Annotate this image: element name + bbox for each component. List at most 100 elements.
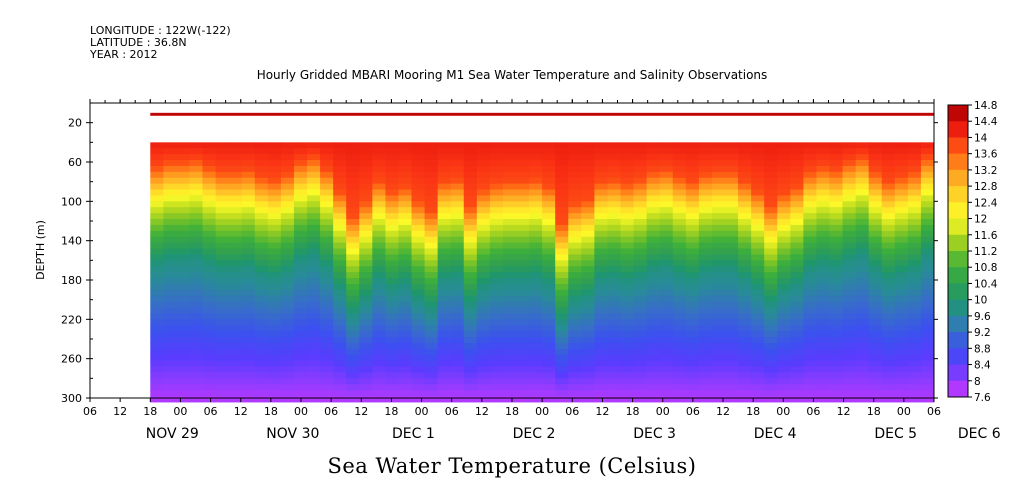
- heat-cell: [581, 154, 595, 161]
- heat-cell: [725, 165, 739, 173]
- heat-cell: [685, 278, 700, 285]
- heat-cell: [829, 219, 844, 226]
- heat-cell: [176, 195, 190, 202]
- heat-cell: [202, 278, 217, 285]
- heat-cell: [280, 183, 295, 191]
- heat-cell: [646, 165, 661, 173]
- heat-cell: [385, 242, 399, 250]
- heat-cell: [594, 195, 608, 202]
- heat-cell: [751, 348, 765, 356]
- heat-cell: [516, 283, 530, 291]
- heat-cell: [594, 189, 608, 196]
- heat-cell: [359, 337, 373, 344]
- heat-cell: [777, 248, 791, 255]
- heat-cell: [411, 189, 426, 196]
- heat-cell: [738, 301, 752, 309]
- heat-cell: [711, 390, 726, 397]
- heat-cell: [228, 283, 243, 291]
- x-tick-label: 00: [535, 405, 549, 418]
- heat-cell: [816, 283, 831, 291]
- heat-cell: [307, 171, 321, 179]
- heat-cell: [685, 289, 700, 297]
- heat-cell: [202, 360, 217, 368]
- heat-cell: [842, 384, 857, 391]
- heat-cell: [254, 348, 269, 356]
- heat-cell: [320, 295, 334, 303]
- heat-cell: [437, 183, 452, 191]
- heat-cell: [594, 260, 608, 267]
- heat-cell: [385, 165, 399, 173]
- heat-cell: [163, 230, 177, 238]
- heat-cell: [711, 254, 726, 261]
- heat-cell: [215, 177, 230, 185]
- heat-cell: [711, 189, 726, 196]
- heat-cell: [855, 337, 870, 344]
- heat-cell: [698, 372, 713, 379]
- heat-cell: [476, 337, 491, 344]
- heat-cell: [542, 289, 556, 297]
- heat-cell: [529, 171, 543, 179]
- heat-cell: [568, 254, 582, 261]
- heat-cell: [816, 295, 831, 303]
- heat-cell: [176, 301, 190, 309]
- heat-cell: [881, 242, 896, 250]
- heat-cell: [411, 195, 426, 202]
- heat-cell: [476, 201, 491, 208]
- heat-cell: [346, 254, 360, 261]
- heat-cell: [189, 230, 204, 238]
- heat-cell: [620, 372, 635, 379]
- heat-cell: [502, 183, 517, 191]
- heat-cell: [516, 301, 530, 309]
- heat-cell: [502, 266, 517, 273]
- y-tick-label: 60: [68, 156, 82, 169]
- heat-cell: [659, 348, 674, 356]
- heat-cell: [241, 372, 256, 379]
- heat-cell: [568, 213, 582, 220]
- heat-cell: [751, 337, 765, 344]
- heat-cell: [372, 348, 386, 356]
- heat-cell: [803, 195, 817, 202]
- heat-cell: [829, 354, 844, 362]
- heat-cell: [594, 283, 608, 291]
- heat-cell: [633, 242, 648, 250]
- heat-cell: [437, 189, 452, 196]
- heat-cell: [868, 396, 883, 403]
- heat-cell: [450, 183, 465, 191]
- heat-cell: [581, 372, 595, 379]
- heat-cell: [581, 160, 595, 167]
- heat-cell: [385, 348, 399, 356]
- heat-cell: [790, 366, 804, 373]
- heat-cell: [829, 266, 844, 273]
- heat-cell: [398, 295, 413, 303]
- heat-cell: [829, 272, 844, 279]
- heat-cell: [228, 154, 243, 161]
- heat-cell: [816, 219, 831, 226]
- heat-cell: [803, 272, 817, 279]
- heat-cell: [202, 313, 217, 320]
- heat-cell: [437, 254, 452, 261]
- heat-cell: [333, 307, 347, 314]
- heat-cell: [267, 189, 282, 196]
- heat-cell: [568, 195, 582, 202]
- heat-cell: [907, 372, 922, 379]
- heat-cell: [437, 154, 452, 161]
- heat-cell: [307, 254, 321, 261]
- heat-cell: [529, 372, 543, 379]
- heat-cell: [320, 301, 334, 309]
- heat-cell: [333, 266, 347, 273]
- heat-cell: [607, 254, 622, 261]
- heat-cell: [450, 266, 465, 273]
- heat-cell: [646, 325, 661, 332]
- heat-cell: [385, 390, 399, 397]
- heat-cell: [516, 266, 530, 273]
- heat-cell: [829, 236, 844, 244]
- heat-cell: [829, 348, 844, 356]
- heat-cell: [725, 384, 739, 391]
- heat-cell: [241, 295, 256, 303]
- heat-cell: [529, 360, 543, 368]
- heat-cell: [842, 213, 857, 220]
- heat-cell: [920, 354, 935, 362]
- heat-cell: [685, 219, 700, 226]
- heat-cell: [385, 236, 399, 244]
- heat-cell: [777, 213, 791, 220]
